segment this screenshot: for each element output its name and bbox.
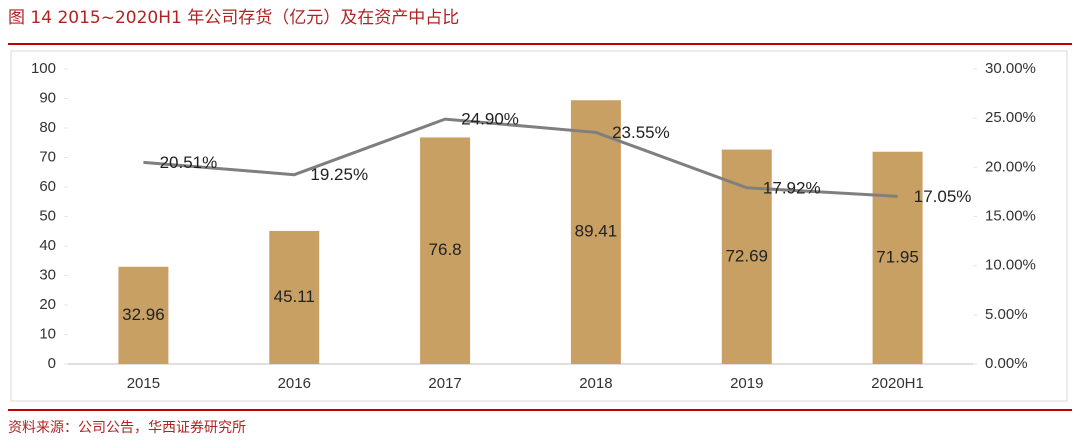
bar	[118, 266, 169, 364]
y2-tick-label: 5.00%	[985, 306, 1028, 323]
x-tick-label: 2015	[127, 375, 160, 392]
x-tick-label: 2018	[579, 375, 612, 392]
x-tick-label: 2016	[278, 375, 311, 392]
x-tick-label: 2017	[428, 375, 461, 392]
y-tick-label: 30	[39, 266, 56, 283]
y-tick-label: 20	[39, 296, 56, 313]
y-tick-label: 100	[31, 60, 56, 77]
bar-value-label: 45.11	[274, 287, 315, 306]
y-tick-label: 70	[39, 148, 56, 165]
y-tick-label: 40	[39, 237, 56, 254]
bar-value-label: 76.8	[429, 240, 462, 259]
line-value-label: 24.90%	[461, 110, 519, 129]
y2-tick-label: 15.00%	[985, 207, 1036, 224]
bar-value-label: 72.69	[725, 246, 768, 265]
bar	[872, 151, 923, 364]
y-tick-label: 50	[39, 207, 56, 224]
line-value-label: 20.51%	[160, 153, 218, 172]
x-tick-label: 2019	[730, 375, 763, 392]
bar	[269, 230, 320, 364]
bar-value-label: 89.41	[575, 222, 618, 241]
y2-tick-label: 0.00%	[985, 355, 1028, 372]
bar	[420, 137, 471, 364]
line-value-label: 23.55%	[612, 123, 670, 142]
line-value-label: 17.05%	[914, 187, 972, 206]
y-tick-label: 0	[48, 355, 56, 372]
bar-value-label: 32.96	[122, 305, 165, 324]
y2-tick-label: 20.00%	[985, 158, 1036, 175]
bar	[570, 100, 621, 364]
y2-tick-label: 10.00%	[985, 257, 1036, 274]
y-tick-label: 10	[39, 325, 56, 342]
y2-tick-label: 30.00%	[985, 60, 1036, 77]
bar	[721, 149, 772, 364]
line-value-label: 19.25%	[310, 165, 368, 184]
bar-value-label: 71.95	[876, 247, 919, 266]
x-tick-label: 2020H1	[871, 375, 924, 392]
y-tick-label: 90	[39, 89, 56, 106]
source-note: 资料来源：公司公告，华西证券研究所	[8, 420, 246, 436]
chart-title: 图 14 2015~2020H1 年公司存货（亿元）及在资产中占比	[8, 8, 459, 28]
y2-tick-label: 25.00%	[985, 109, 1036, 126]
chart-frame	[10, 50, 1068, 402]
line-value-label: 17.92%	[763, 178, 821, 197]
line	[143, 117, 898, 198]
y-tick-label: 60	[39, 178, 56, 195]
y-tick-label: 80	[39, 119, 56, 136]
